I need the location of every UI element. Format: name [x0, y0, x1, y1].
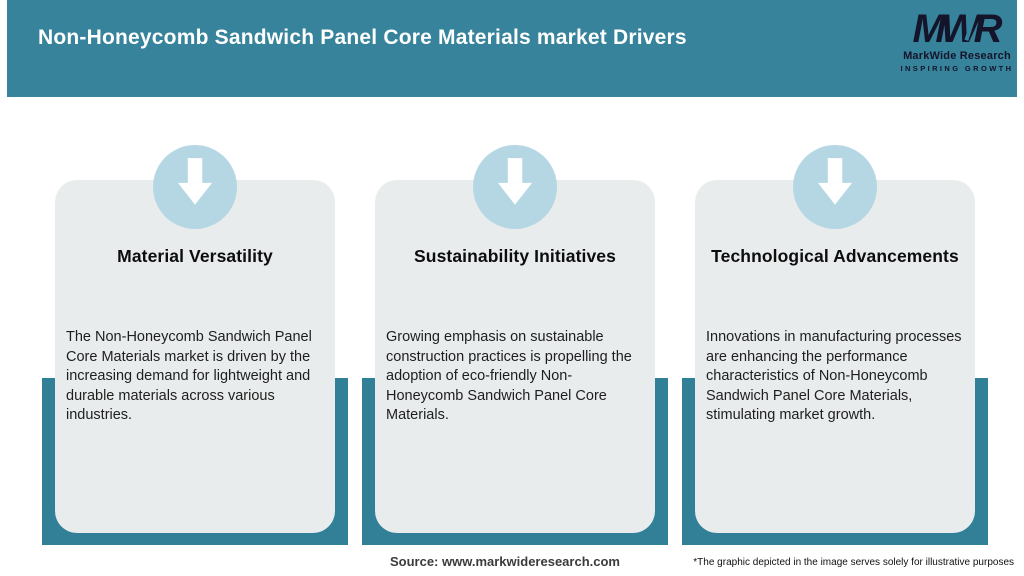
source-text: Source: www.markwideresearch.com: [389, 554, 620, 569]
icon-badge: [153, 145, 237, 229]
arrow-down-icon: [169, 157, 221, 217]
card-description: The Non-Honeycomb Sandwich Panel Core Ma…: [66, 329, 312, 423]
card-description: Innovations in manufacturing processes a…: [706, 329, 962, 423]
logo-acronym: MWR: [912, 7, 1003, 51]
markwide-research-logo: MWR MarkWide Research INSPIRING GROWTH: [892, 9, 1022, 73]
page-title: Non-Honeycomb Sandwich Panel Core Materi…: [38, 26, 687, 49]
icon-badge: [793, 145, 877, 229]
logo-company-name: MarkWide Research: [903, 50, 1011, 62]
card-description: Growing emphasis on sustainable construc…: [386, 329, 632, 423]
header-band: Non-Honeycomb Sandwich Panel Core Materi…: [7, 0, 1017, 97]
disclaimer-text: *The graphic depicted in the image serve…: [693, 557, 1014, 568]
card-title: Technological Advancements: [711, 246, 959, 266]
icon-badge: [473, 145, 557, 229]
logo-acronym-text: MWR: [912, 7, 1003, 51]
driver-card-group-1: Material Versatility The Non-Honeycomb S…: [42, 145, 348, 545]
driver-card: Technological Advancements Innovations i…: [695, 180, 975, 533]
driver-card-group-3: Technological Advancements Innovations i…: [682, 145, 988, 545]
card-title: Sustainability Initiatives: [414, 246, 616, 266]
arrow-down-icon: [489, 157, 541, 217]
arrow-down-icon: [809, 157, 861, 217]
driver-card-group-2: Sustainability Initiatives Growing empha…: [362, 145, 668, 545]
driver-card: Material Versatility The Non-Honeycomb S…: [55, 180, 335, 533]
driver-card: Sustainability Initiatives Growing empha…: [375, 180, 655, 533]
card-title: Material Versatility: [117, 246, 273, 266]
logo-tagline: INSPIRING GROWTH: [900, 64, 1014, 73]
